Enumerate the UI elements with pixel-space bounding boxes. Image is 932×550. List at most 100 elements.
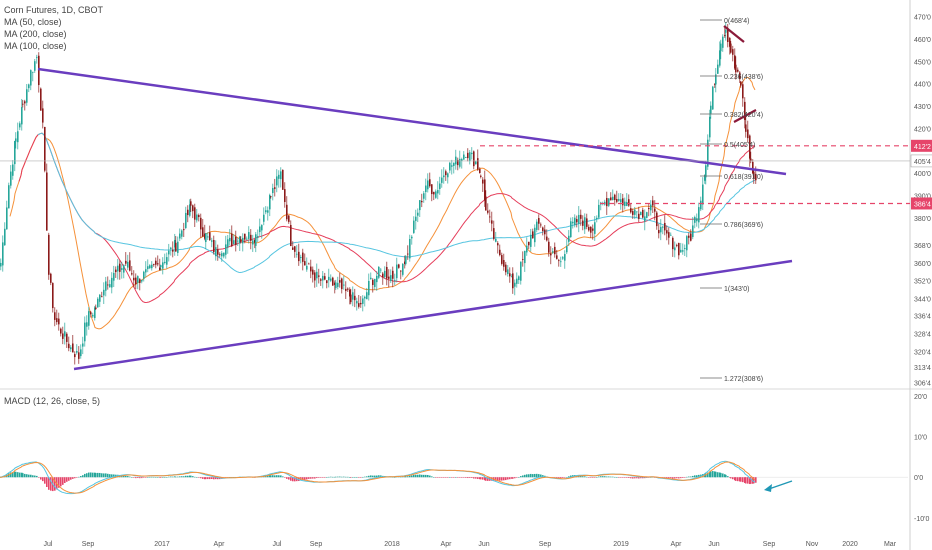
candle-body — [423, 193, 425, 199]
candle-body — [101, 296, 103, 298]
price-tag-bg — [910, 154, 932, 168]
candle-body — [135, 277, 137, 285]
candle-body — [457, 159, 459, 166]
macd-bar — [465, 477, 467, 478]
macd-bar — [362, 476, 364, 478]
time-tick-label: Sep — [539, 541, 552, 548]
candle-body — [370, 277, 372, 280]
macd-bar — [676, 477, 678, 479]
macd-bar — [596, 477, 598, 478]
macd-bar — [610, 476, 612, 478]
price-tick-label: 460'0 — [914, 37, 931, 44]
candle-body — [745, 124, 747, 132]
candle-body — [709, 116, 711, 138]
candle-body — [159, 267, 161, 270]
candle-body — [532, 231, 534, 239]
macd-bar — [374, 475, 376, 478]
macd-bar — [672, 477, 674, 479]
candle-body — [606, 198, 608, 207]
candle-body — [113, 272, 115, 281]
macd-bar — [566, 477, 568, 478]
candle-body — [467, 152, 469, 159]
candle-body — [78, 352, 80, 359]
macd-bar — [394, 477, 396, 478]
candle-body — [524, 250, 526, 264]
price-tick-label: 450'0 — [914, 59, 931, 66]
macd-bar — [431, 476, 433, 478]
macd-bar — [36, 475, 38, 478]
macd-bar — [194, 476, 196, 478]
macd-bar — [60, 477, 62, 487]
candle-body — [443, 175, 445, 178]
time-tick-label: Apr — [441, 541, 453, 548]
candle-body — [194, 207, 196, 220]
candle-body — [0, 262, 2, 267]
candle-body — [505, 264, 507, 273]
candle-body — [752, 161, 754, 174]
candle-body — [702, 184, 704, 205]
candle-body — [17, 131, 19, 143]
candle-body — [50, 273, 52, 283]
candle-body — [175, 242, 177, 252]
candle-body — [6, 207, 8, 230]
macd-bar — [520, 476, 522, 478]
candle-body — [2, 242, 4, 266]
macd-bar — [503, 477, 505, 481]
candle-body — [192, 205, 194, 212]
candle-body — [97, 298, 99, 308]
macd-bar — [747, 477, 749, 484]
macd-bar — [439, 477, 441, 478]
candle-body — [231, 233, 233, 247]
macd-bar — [22, 473, 24, 478]
candle-body — [471, 152, 473, 155]
candle-body — [213, 239, 215, 253]
macd-bar — [511, 477, 513, 479]
macd-bar — [304, 477, 306, 480]
macd-bar — [364, 476, 366, 478]
candle-body — [484, 179, 486, 201]
macd-bar — [64, 477, 66, 484]
time-tick-label: Nov — [806, 541, 819, 548]
candle-body — [314, 272, 316, 281]
macd-bar — [46, 477, 48, 488]
macd-bar — [602, 476, 604, 478]
candle-body — [425, 185, 427, 193]
macd-bar — [739, 477, 741, 482]
macd-bar — [84, 473, 86, 478]
candle-body — [300, 256, 302, 259]
candle-body — [198, 215, 200, 218]
candle-body — [407, 253, 409, 255]
candle-body — [652, 200, 654, 206]
macd-bar — [99, 472, 101, 478]
candle-body — [546, 236, 548, 241]
macd-bar — [204, 477, 206, 480]
candle-body — [248, 232, 250, 239]
macd-bar — [694, 475, 696, 478]
macd-bar — [727, 476, 729, 478]
macd-bar — [580, 475, 582, 478]
candle-body — [461, 159, 463, 161]
price-tag-bg — [911, 197, 932, 210]
candle-body — [356, 301, 358, 304]
candle-body — [520, 261, 522, 281]
candle-body — [700, 200, 702, 210]
macd-bar — [80, 476, 82, 478]
candle-body — [265, 210, 267, 213]
candle-body — [732, 49, 734, 55]
candle-body — [421, 200, 423, 203]
macd-bar — [157, 477, 159, 478]
candle-body — [8, 185, 10, 209]
candle-body — [185, 212, 187, 229]
fibonacci-retracement: 0(468'4) 0.236(438'6) 0.382(420'4) 0.5(405'… — [0, 18, 910, 383]
macd-bar — [28, 474, 30, 478]
macd-bar — [26, 474, 28, 478]
candle-body — [636, 211, 638, 213]
candle-body — [749, 135, 751, 159]
macd-bar — [24, 473, 26, 478]
candle-body — [628, 199, 630, 206]
macd-bar — [582, 476, 584, 478]
price-tick-label: 400'0 — [914, 171, 931, 178]
candle-body — [254, 239, 256, 243]
